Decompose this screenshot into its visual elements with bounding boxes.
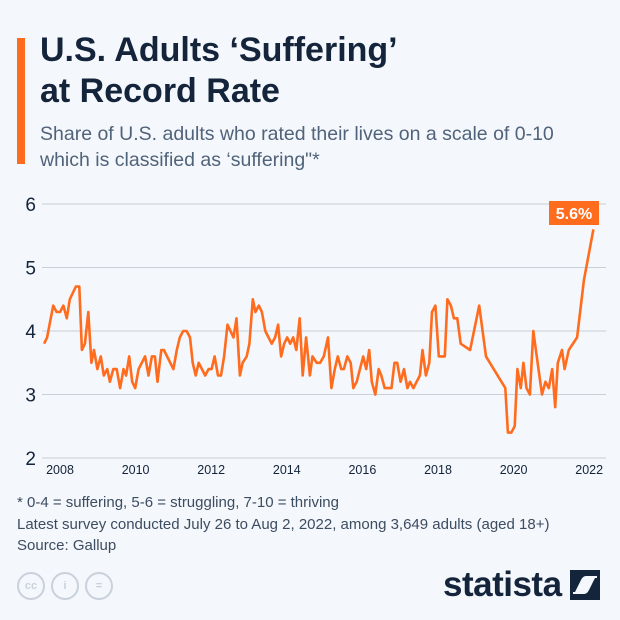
gridlines xyxy=(42,203,606,459)
x-tick-label: 2010 xyxy=(122,463,150,477)
page-title: U.S. Adults ‘Suffering’ at Record Rate xyxy=(40,30,398,112)
x-tick-label: 2014 xyxy=(273,463,301,477)
x-tick-label: 2012 xyxy=(197,463,225,477)
y-tick-label: 6 xyxy=(25,195,36,216)
statista-logo[interactable]: statista xyxy=(443,565,600,605)
subtitle: Share of U.S. adults who rated their liv… xyxy=(40,123,554,171)
brand-name: statista xyxy=(443,565,562,604)
x-tick-label: 2022 xyxy=(575,463,603,477)
footnote: * 0-4 = suffering, 5-6 = struggling, 7-1… xyxy=(17,492,549,557)
title-line-2: at Record Rate xyxy=(40,72,280,110)
y-tick-label: 2 xyxy=(25,449,36,470)
annotation-label: 5.6% xyxy=(556,206,592,223)
cc-icon[interactable]: cc xyxy=(17,572,45,600)
no-derivatives-icon[interactable]: = xyxy=(85,572,113,600)
title-accent-bar xyxy=(17,38,25,164)
y-tick-label: 3 xyxy=(25,386,36,407)
x-tick-labels: 2008 2010 2012 2014 2016 2018 2020 2022 xyxy=(46,463,603,477)
attribution-icon[interactable]: i xyxy=(51,572,79,600)
license-icons[interactable]: cc i = xyxy=(17,572,113,600)
x-tick-label: 2018 xyxy=(424,463,452,477)
x-tick-label: 2008 xyxy=(46,463,74,477)
y-tick-label: 4 xyxy=(25,322,36,343)
x-tick-label: 2020 xyxy=(500,463,528,477)
value-annotation: 5.6% xyxy=(549,201,599,225)
statista-logo-icon xyxy=(569,570,600,600)
y-tick-labels: 2 3 4 5 6 xyxy=(25,195,36,470)
footnote-scale: * 0-4 = suffering, 5-6 = struggling, 7-1… xyxy=(17,494,339,511)
footnote-source: Source: Gallup xyxy=(17,537,117,554)
annotation-box xyxy=(549,201,599,225)
x-tick-label: 2016 xyxy=(348,463,376,477)
title-line-1: U.S. Adults ‘Suffering’ xyxy=(40,31,398,69)
series-line xyxy=(42,229,595,434)
y-tick-label: 5 xyxy=(25,259,36,280)
footnote-survey: Latest survey conducted July 26 to Aug 2… xyxy=(17,515,550,533)
